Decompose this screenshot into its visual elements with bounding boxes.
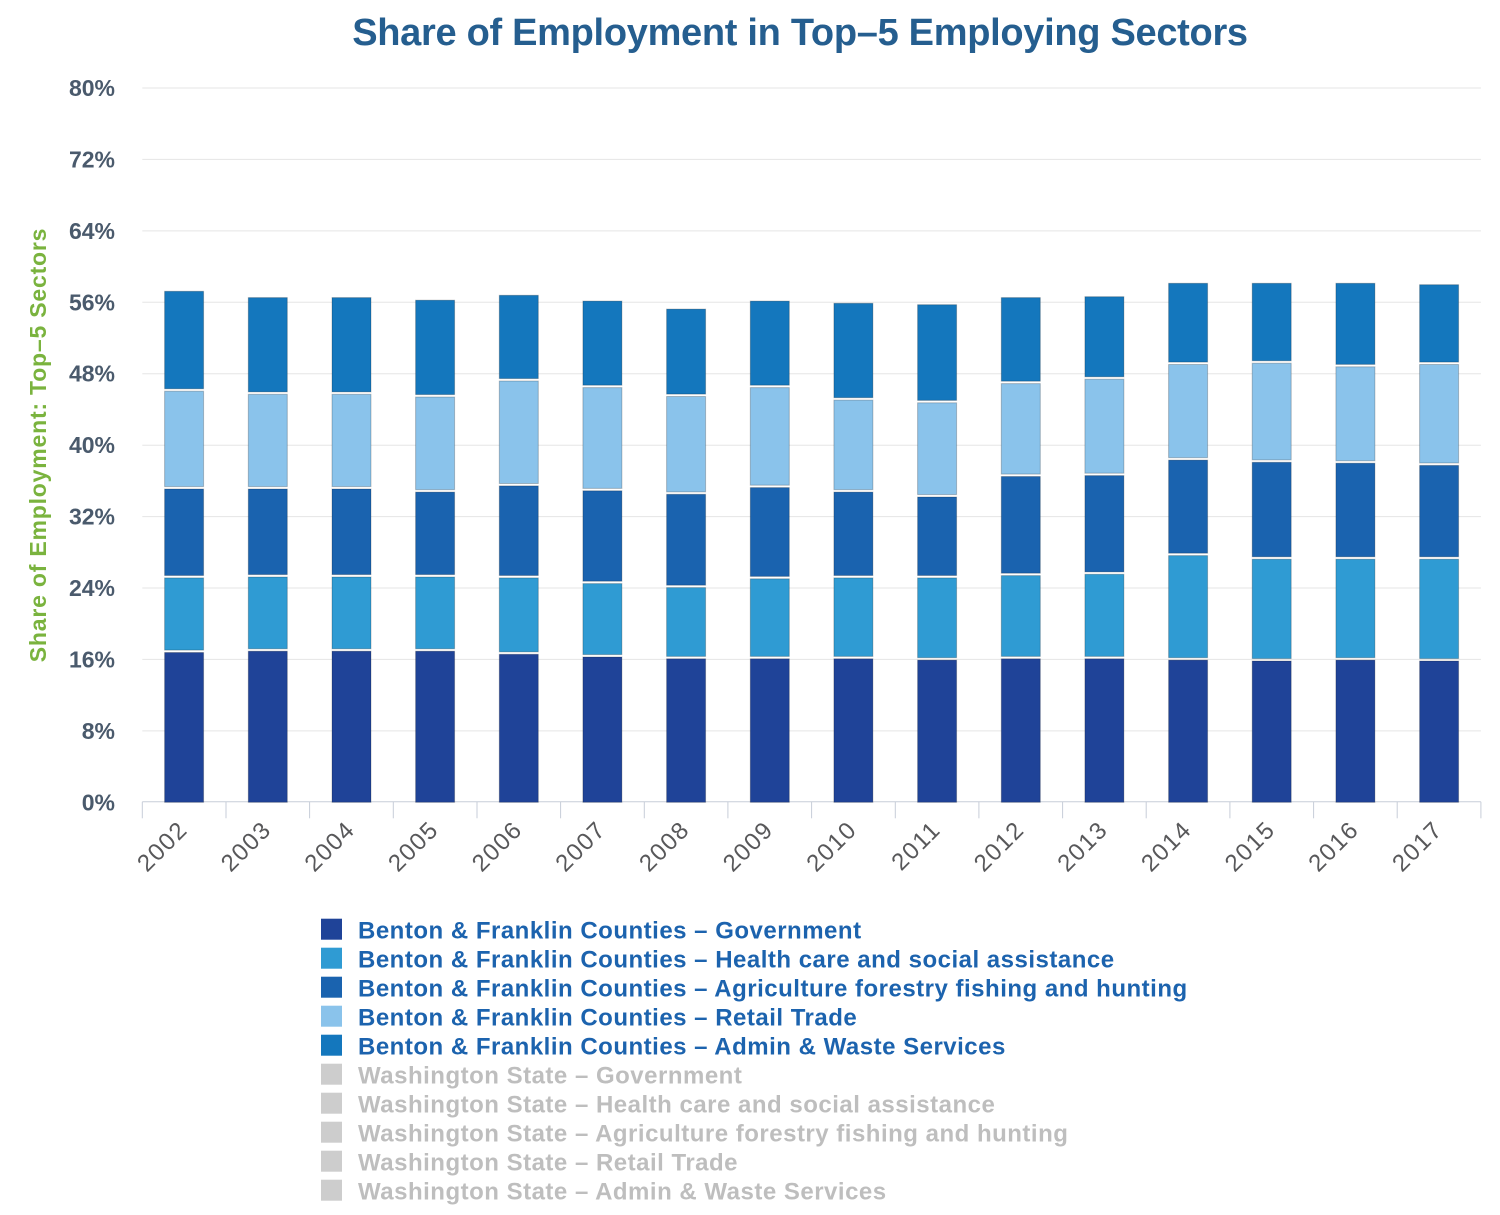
svg-text:32%: 32% xyxy=(69,504,115,530)
svg-text:48%: 48% xyxy=(69,361,115,387)
svg-text:24%: 24% xyxy=(69,575,115,601)
svg-text:72%: 72% xyxy=(69,146,115,172)
svg-text:Benton & Franklin Counties – H: Benton & Franklin Counties – Health care… xyxy=(358,947,1115,974)
svg-text:Washington State – Health care: Washington State – Health care and socia… xyxy=(358,1092,995,1119)
svg-text:80%: 80% xyxy=(69,75,115,101)
svg-text:Share of Employment: Top–5 Sec: Share of Employment: Top–5 Sectors xyxy=(25,228,51,662)
svg-text:8%: 8% xyxy=(82,718,115,744)
svg-text:Washington State – Government: Washington State – Government xyxy=(358,1063,742,1090)
svg-text:64%: 64% xyxy=(69,218,115,244)
svg-text:16%: 16% xyxy=(69,646,115,672)
svg-text:Benton & Franklin Counties – A: Benton & Franklin Counties – Agriculture… xyxy=(358,976,1188,1003)
svg-text:Washington State – Retail Trad: Washington State – Retail Trade xyxy=(358,1150,738,1177)
svg-text:Benton & Franklin Counties – A: Benton & Franklin Counties – Admin & Was… xyxy=(358,1034,1006,1061)
svg-text:Share of Employment in Top–5 E: Share of Employment in Top–5 Employing S… xyxy=(352,12,1248,54)
svg-text:Benton & Franklin Counties – R: Benton & Franklin Counties – Retail Trad… xyxy=(358,1005,857,1032)
svg-text:Washington State – Agriculture: Washington State – Agriculture forestry … xyxy=(358,1121,1068,1148)
svg-text:Washington State – Admin & Was: Washington State – Admin & Waste Service… xyxy=(358,1179,887,1206)
svg-text:40%: 40% xyxy=(69,432,115,458)
svg-text:56%: 56% xyxy=(69,289,115,315)
svg-text:Benton & Franklin Counties – G: Benton & Franklin Counties – Government xyxy=(358,918,862,945)
svg-text:0%: 0% xyxy=(82,789,115,815)
